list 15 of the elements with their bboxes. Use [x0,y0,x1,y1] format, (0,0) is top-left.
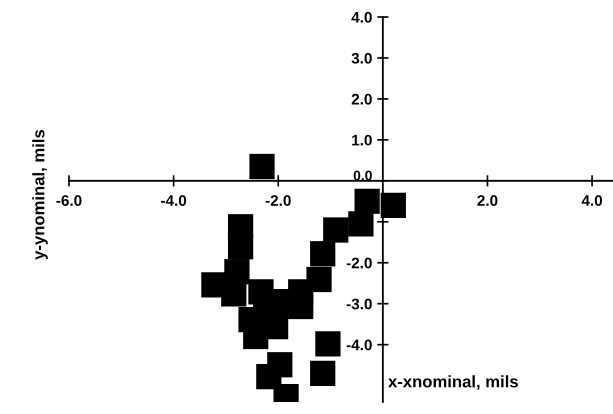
x-tick-label: -2.0 [266,195,291,206]
x-tick-label: -6.0 [56,195,82,206]
y-axis-title: y-ynominal, mils [32,130,48,260]
x-tick-label: 2.0 [477,195,498,206]
y-tick-label: -3.0 [346,298,372,310]
x-axis-title: x-xnominal, mils [388,375,518,390]
x-tick-label: 4.0 [582,195,602,206]
y-tick-label: -4.0 [346,340,372,350]
y-tick-label: 0.0 [354,170,372,180]
y-tick-label: 1.0 [352,134,372,146]
y-tick-label: 3.0 [352,52,372,64]
y-tick-label: 2.0 [352,94,372,105]
y-tick-label: 4.0 [351,12,372,23]
x-tick-label: -4.0 [161,195,186,206]
y-tick-label: -2.0 [346,258,372,268]
